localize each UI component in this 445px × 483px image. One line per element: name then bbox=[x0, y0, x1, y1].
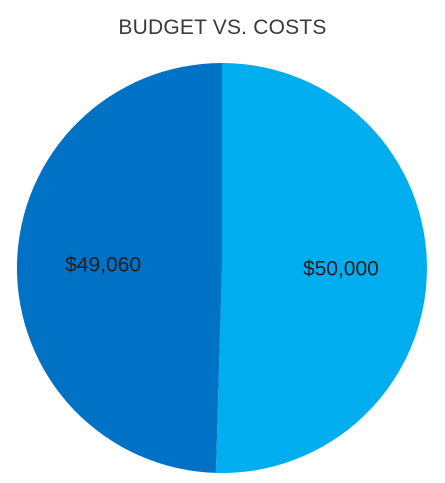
pie-slice-label-0: $50,000 bbox=[303, 257, 379, 280]
pie-slice-1 bbox=[16, 62, 222, 473]
pie-slice-0 bbox=[215, 63, 427, 473]
chart-title: BUDGET VS. COSTS bbox=[118, 16, 327, 39]
pie-labels: $50,000 $49,060 bbox=[65, 254, 379, 281]
pie-slices bbox=[16, 62, 427, 473]
pie-slice-label-1: $49,060 bbox=[65, 254, 141, 277]
